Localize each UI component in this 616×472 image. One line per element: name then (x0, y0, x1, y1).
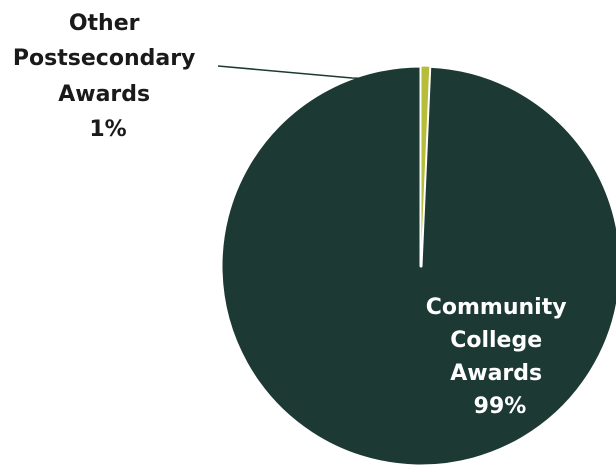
slice-label-other-postsecondary: Other Postsecondary Awards 1% (13, 11, 203, 142)
slice-label-community-college: Community College Awards 99% (426, 295, 575, 419)
pie-slices (219, 64, 616, 468)
pie-slice-other-postsecondary (420, 65, 431, 267)
leader-lines (217, 65, 419, 81)
leader-line-other-postsecondary (217, 65, 419, 81)
pie-slice-community-college (219, 64, 616, 468)
